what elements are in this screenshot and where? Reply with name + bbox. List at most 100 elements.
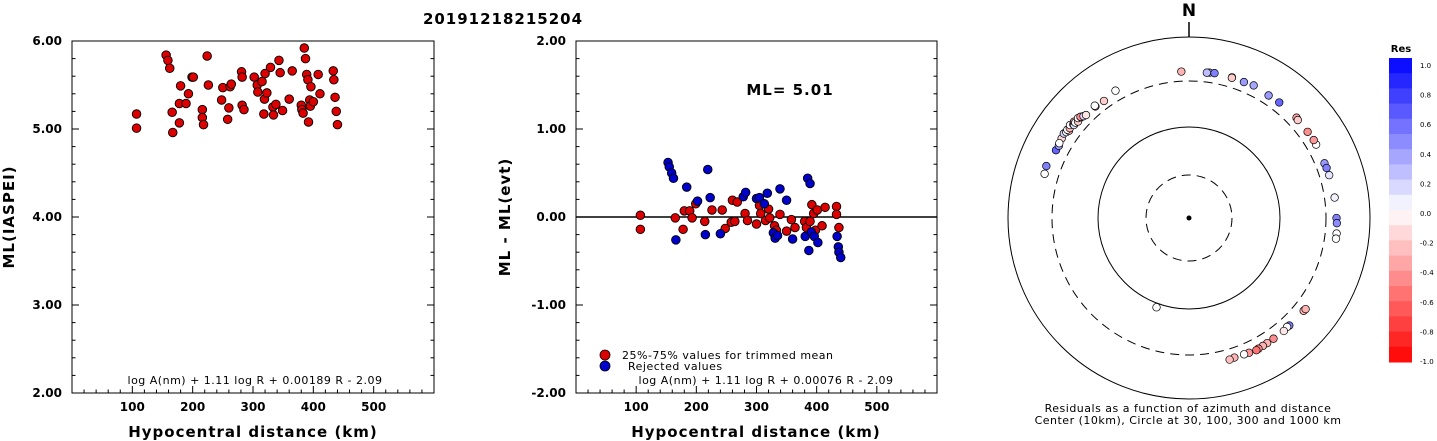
trimmed-data-point — [764, 213, 775, 223]
left-data-point — [299, 43, 310, 53]
colorbar-cell — [1389, 346, 1412, 363]
colorbar-cell — [1389, 103, 1412, 120]
station-residual-point — [1303, 127, 1312, 136]
colorbar-tick-label: -1.0 — [1420, 358, 1434, 366]
epicenter-dot — [1186, 215, 1192, 221]
legend-label-trimmed: 25%-75% values for trimmed mean — [622, 349, 834, 362]
left-x-tick-label: 400 — [301, 400, 326, 414]
middle-x-tick-label: 300 — [744, 400, 769, 414]
trimmed-data-point — [730, 216, 740, 227]
colorbar-cell — [1389, 301, 1412, 317]
colorbar-cell — [1389, 73, 1412, 89]
trimmed-data-point — [775, 209, 785, 220]
left-y-tick-label: 5.00 — [32, 122, 62, 136]
circle-300km — [1051, 80, 1327, 356]
left-data-point — [287, 66, 297, 76]
left-data-point — [253, 87, 263, 97]
left-x-tick-label: 100 — [120, 400, 145, 414]
colorbar-cell — [1389, 179, 1412, 196]
left-data-point — [174, 118, 185, 128]
left-data-point — [131, 123, 142, 133]
station-residual-point — [1090, 101, 1099, 110]
left-x-axis-label: Hypocentral distance (km) — [128, 423, 378, 441]
trimmed-data-point — [817, 221, 827, 231]
trimmed-data-point — [805, 216, 815, 227]
rejected-data-point — [772, 230, 783, 241]
left-data-point — [226, 79, 237, 89]
left-x-tick-label: 300 — [240, 400, 265, 414]
rejected-data-point — [668, 173, 679, 184]
left-data-point — [198, 119, 209, 130]
colorbar-tick-label: 0.2 — [1420, 180, 1431, 188]
middle-formula: log A(nm) + 1.11 log R + 0.00076 R - 2.0… — [639, 374, 894, 387]
trimmed-data-point — [687, 213, 697, 223]
colorbar-tick-label: 0.6 — [1420, 121, 1432, 129]
left-data-point — [265, 62, 276, 73]
circle-1000km — [1007, 36, 1371, 400]
station-residual-point — [1152, 303, 1161, 312]
trimmed-data-point — [831, 201, 842, 212]
trimmed-data-point — [670, 213, 681, 223]
left-data-point — [315, 89, 325, 99]
left-data-point — [328, 66, 338, 76]
rejected-data-point — [781, 195, 792, 206]
middle-y-tick-label: 1.00 — [536, 122, 566, 136]
left-data-point — [306, 82, 316, 92]
colorbar-cell — [1389, 286, 1412, 302]
middle-y-axis-label: ML - ML(evt) — [496, 158, 514, 276]
colorbar-cell — [1389, 240, 1412, 257]
left-data-point — [260, 68, 270, 79]
left-data-point — [249, 72, 259, 82]
left-y-tick-label: 6.00 — [32, 34, 62, 48]
left-data-point — [216, 95, 227, 105]
station-residual-point — [1042, 161, 1051, 171]
left-y-tick-label: 2.00 — [32, 386, 62, 400]
middle-axis-ticks: 100 200 300 400 500 -2.00 -1.00 0.00 1.00 2.00 — [531, 34, 937, 414]
station-residual-point — [1099, 96, 1109, 106]
left-formula: log A(nm) + 1.11 log R + 0.00189 R - 2.0… — [128, 374, 383, 387]
trimmed-data-point — [742, 215, 753, 226]
left-data-point — [277, 105, 288, 116]
rejected-data-point — [805, 178, 815, 189]
rejected-data-point — [775, 184, 785, 194]
middle-data-points — [635, 157, 846, 263]
left-data-point — [329, 74, 339, 85]
left-data-point — [331, 106, 342, 117]
trimmed-data-point — [732, 197, 742, 207]
colorbar-cell — [1389, 58, 1412, 74]
station-residual-point — [1309, 135, 1318, 145]
left-x-tick-label: 200 — [180, 400, 205, 414]
middle-x-tick-label: 400 — [804, 400, 829, 414]
colorbar-cell — [1389, 210, 1412, 226]
middle-y-tick-label: -1.00 — [531, 298, 566, 312]
colorbar-cell — [1389, 118, 1412, 135]
station-residual-point — [1249, 81, 1258, 90]
colorbar-cell — [1389, 255, 1412, 272]
rejected-data-point — [692, 196, 703, 206]
middle-x-tick-label: 500 — [864, 400, 889, 414]
left-data-point — [224, 103, 234, 113]
station-residual-point — [1239, 350, 1249, 359]
station-residual-point — [1227, 73, 1237, 82]
legend-marker-rejected — [599, 360, 611, 372]
colorbar-cell — [1389, 331, 1412, 348]
left-panel: 100 200 300 400 500 2.00 3.00 4.00 5.00 6.00 Hypo… — [0, 34, 435, 441]
left-data-point — [168, 127, 178, 138]
middle-x-tick-label: 100 — [624, 400, 649, 414]
ml-value-label: ML= 5.01 — [746, 81, 833, 99]
middle-x-axis-label: Hypocentral distance (km) — [631, 423, 881, 441]
colorbar-cell — [1389, 88, 1412, 105]
rejected-data-point — [681, 182, 692, 192]
left-data-point — [175, 81, 186, 91]
trimmed-data-point — [755, 208, 766, 219]
station-residual-point — [1177, 67, 1186, 76]
polar-panel: N Residuals as a function of azimuth and… — [1007, 1, 1371, 427]
left-y-tick-label: 4.00 — [32, 210, 62, 224]
left-data-point — [271, 99, 281, 110]
middle-x-tick-label: 200 — [684, 400, 709, 414]
middle-y-tick-label: 2.00 — [536, 34, 566, 48]
station-residual-point — [1331, 234, 1341, 243]
left-data-point — [239, 104, 249, 115]
station-residual-point — [1325, 170, 1334, 180]
